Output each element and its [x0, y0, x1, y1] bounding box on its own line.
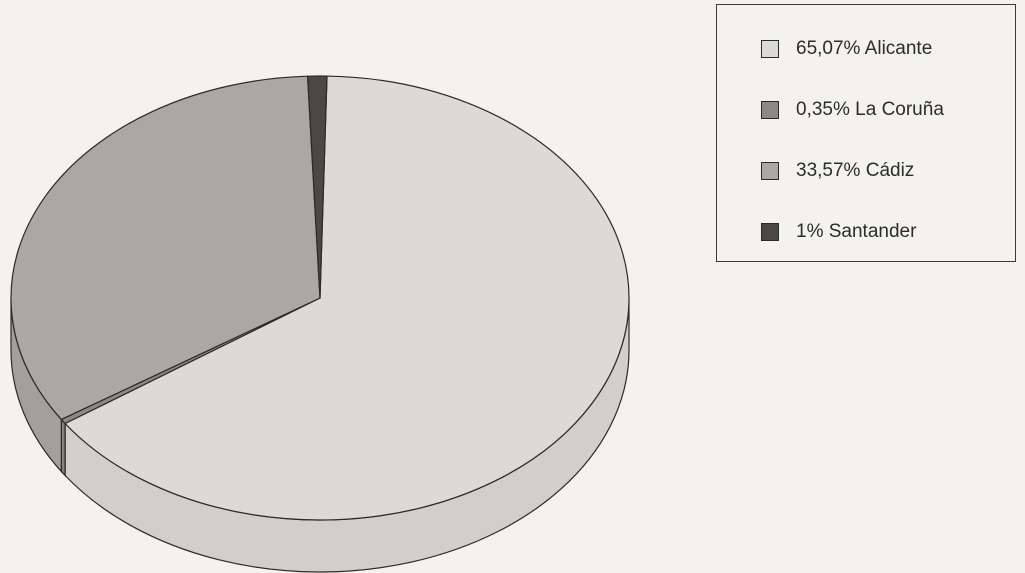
legend-swatch-santander	[761, 223, 779, 241]
legend-item-la-coruna: 0,35% La Coruña	[761, 99, 944, 121]
pie-slice-alicante	[64, 75, 630, 521]
legend-item-santander: 1% Santander	[761, 221, 916, 243]
legend-label-alicante: 65,07% Alicante	[796, 38, 933, 59]
pie-slice-c-diz	[10, 75, 321, 421]
legend-swatch-la-coruna	[761, 101, 779, 119]
legend-swatch-alicante	[761, 40, 779, 58]
legend-label-la-coruna: 0,35% La Coruña	[796, 99, 944, 120]
legend-label-santander: 1% Santander	[796, 221, 917, 242]
legend-item-cadiz: 33,57% Cádiz	[761, 160, 914, 182]
pie-slice-santander	[306, 75, 328, 299]
legend-item-alicante: 65,07% Alicante	[761, 38, 932, 60]
legend-swatch-cadiz	[761, 162, 779, 180]
chart-legend: 65,07% Alicante 0,35% La Coruña 33,57% C…	[716, 4, 1016, 262]
legend-label-cadiz: 33,57% Cádiz	[796, 160, 915, 181]
